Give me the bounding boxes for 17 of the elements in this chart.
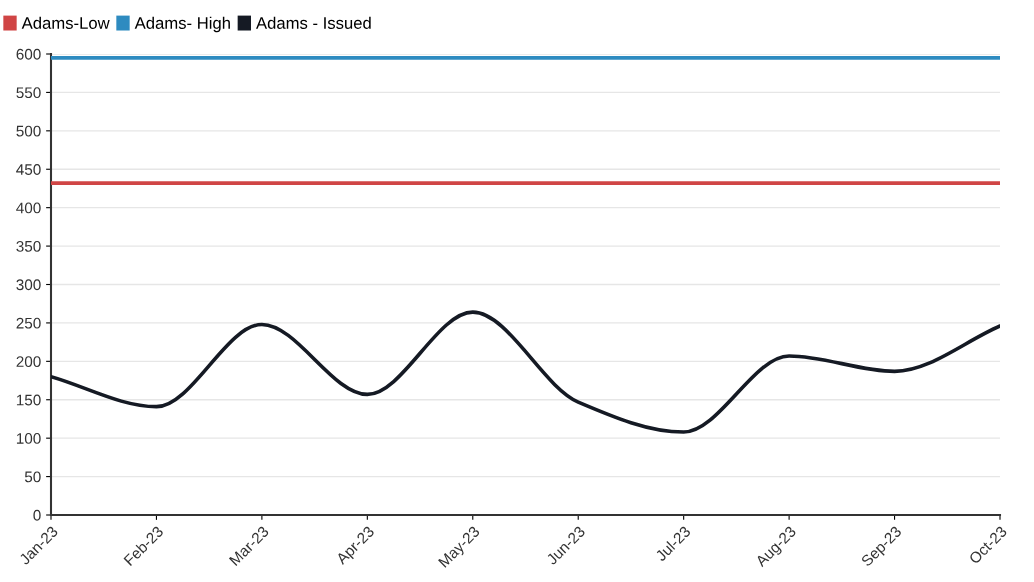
y-tick-label: 150 [16,394,41,406]
y-tick-label: 300 [16,279,41,291]
y-tick-label: 100 [16,433,41,444]
y-tick-label: 250 [16,317,41,329]
y-tick-label: 50 [24,471,41,483]
y-tick-label: 0 [33,509,41,521]
legend-label: Adams-Low [21,16,110,29]
y-tick-label: 350 [16,240,41,252]
line-series [51,310,1000,434]
y-tick-label: 550 [16,87,41,99]
y-tick-label: 450 [16,164,41,175]
legend-label: Adams- High [134,16,230,33]
y-tick-label: 200 [16,356,41,368]
legend-label: Adams - Issued [256,16,371,29]
y-tick-label: 400 [16,202,41,214]
y-tick-label: 600 [16,48,41,60]
y-tick-label: 500 [16,125,41,137]
